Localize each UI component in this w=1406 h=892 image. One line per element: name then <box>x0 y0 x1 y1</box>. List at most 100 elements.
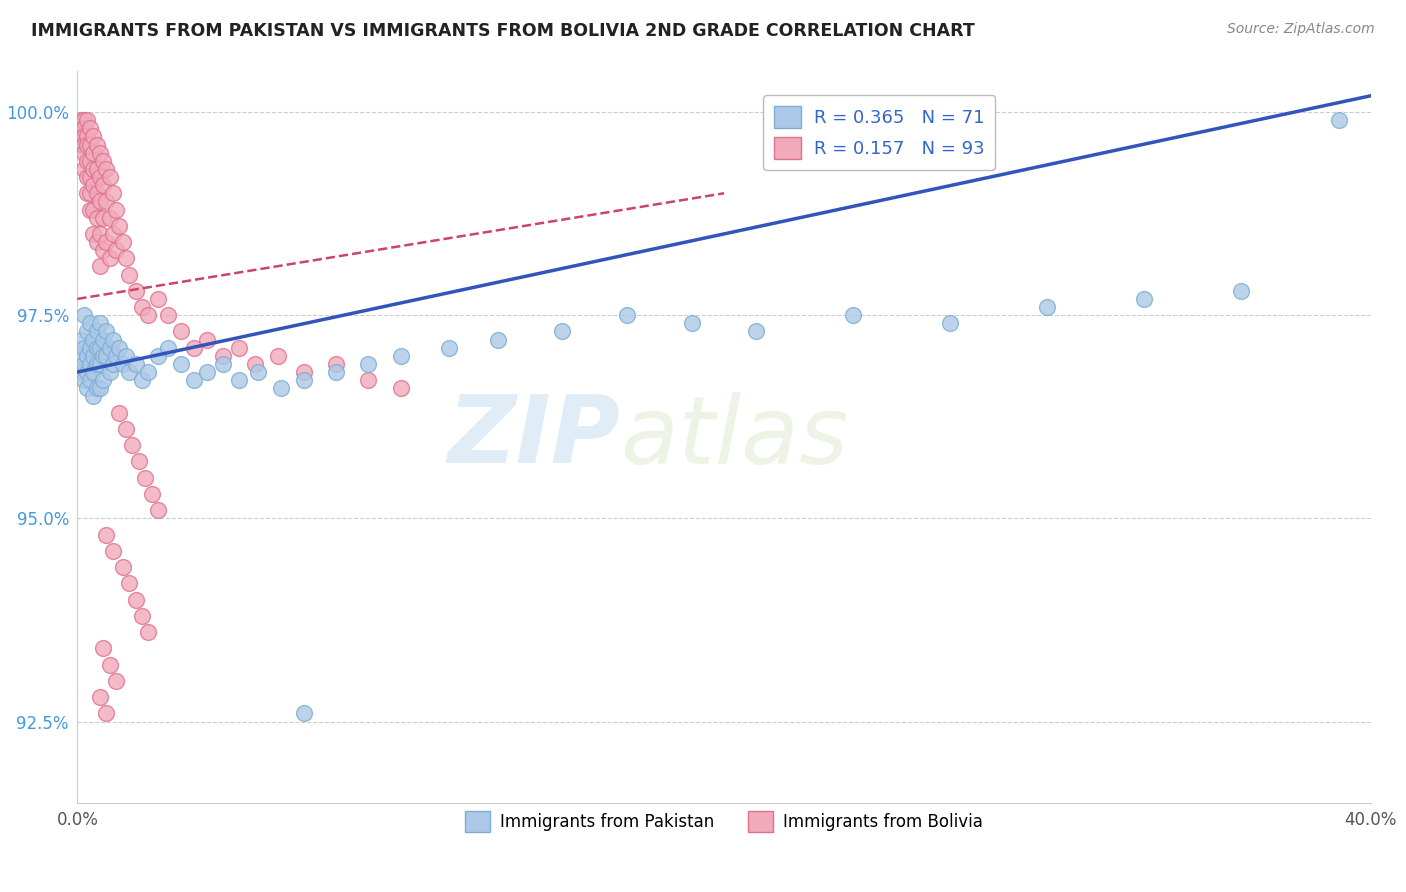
Point <box>76 325 98 339</box>
Point <box>1133 292 1156 306</box>
Point <box>86 341 108 355</box>
Point <box>76 186 98 201</box>
Point <box>79 373 101 387</box>
Point <box>170 357 193 371</box>
Point <box>96 325 118 339</box>
Point <box>89 357 111 371</box>
Point <box>131 373 153 387</box>
Point <box>681 316 703 330</box>
Point <box>79 121 101 136</box>
Point <box>91 211 114 225</box>
Point <box>114 349 138 363</box>
Point <box>108 219 131 233</box>
Point <box>82 202 105 217</box>
Point <box>91 178 114 193</box>
Point <box>82 178 105 193</box>
Point <box>1230 284 1253 298</box>
Point <box>76 113 98 128</box>
Point <box>138 308 160 322</box>
Point <box>195 333 218 347</box>
Point <box>270 381 292 395</box>
Point <box>96 161 118 176</box>
Point <box>141 487 163 501</box>
Point <box>96 527 118 541</box>
Point <box>89 316 111 330</box>
Point <box>138 625 160 640</box>
Point <box>98 252 121 266</box>
Point <box>211 349 233 363</box>
Point <box>389 349 412 363</box>
Point <box>79 169 101 184</box>
Point <box>89 145 111 160</box>
Point <box>842 308 865 322</box>
Text: atlas: atlas <box>620 392 849 483</box>
Point <box>111 357 134 371</box>
Point <box>91 349 114 363</box>
Point <box>91 641 114 656</box>
Point <box>211 357 233 371</box>
Point <box>292 706 315 721</box>
Point <box>247 365 270 379</box>
Point <box>195 365 218 379</box>
Point <box>82 333 105 347</box>
Point <box>89 341 111 355</box>
Point <box>73 341 96 355</box>
Point <box>89 381 111 395</box>
Point <box>76 137 98 152</box>
Point <box>86 381 108 395</box>
Point <box>69 349 91 363</box>
Point <box>1036 300 1059 314</box>
Point <box>73 161 96 176</box>
Point <box>79 341 101 355</box>
Point <box>86 235 108 249</box>
Point <box>148 292 170 306</box>
Point <box>82 389 105 403</box>
Point <box>111 235 134 249</box>
Point <box>89 260 111 274</box>
Point <box>105 349 128 363</box>
Point <box>79 137 101 152</box>
Point <box>131 608 153 623</box>
Point <box>73 373 96 387</box>
Point <box>105 673 128 688</box>
Point <box>76 365 98 379</box>
Point <box>86 161 108 176</box>
Point <box>82 227 105 241</box>
Point <box>551 325 574 339</box>
Point <box>73 129 96 144</box>
Point <box>76 129 98 144</box>
Point <box>124 357 146 371</box>
Point <box>79 186 101 201</box>
Point <box>82 365 105 379</box>
Point <box>73 308 96 322</box>
Point <box>101 333 124 347</box>
Point <box>89 169 111 184</box>
Point <box>118 268 141 282</box>
Point <box>69 121 91 136</box>
Point <box>91 373 114 387</box>
Point <box>82 145 105 160</box>
Point <box>148 349 170 363</box>
Point <box>170 325 193 339</box>
Point <box>96 706 118 721</box>
Point <box>486 333 509 347</box>
Point <box>73 121 96 136</box>
Legend: Immigrants from Pakistan, Immigrants from Bolivia: Immigrants from Pakistan, Immigrants fro… <box>458 805 990 838</box>
Point <box>69 129 91 144</box>
Point <box>98 211 121 225</box>
Point <box>108 341 131 355</box>
Point <box>89 227 111 241</box>
Point <box>105 202 128 217</box>
Point <box>156 308 179 322</box>
Point <box>91 243 114 257</box>
Point <box>325 357 347 371</box>
Point <box>357 373 380 387</box>
Point <box>124 284 146 298</box>
Point <box>96 235 118 249</box>
Point <box>357 357 380 371</box>
Point <box>69 137 91 152</box>
Point <box>82 349 105 363</box>
Point <box>124 592 146 607</box>
Point <box>111 560 134 574</box>
Point <box>616 308 638 322</box>
